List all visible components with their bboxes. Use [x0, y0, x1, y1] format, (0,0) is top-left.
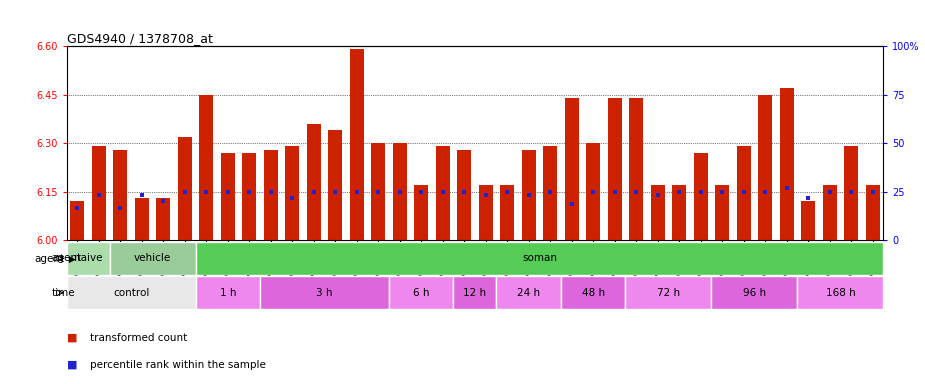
Bar [328, 130, 342, 240]
Bar [822, 185, 836, 240]
Text: 48 h: 48 h [582, 288, 605, 298]
Bar [436, 146, 450, 240]
Bar [522, 149, 536, 240]
Text: 12 h: 12 h [463, 288, 487, 298]
Text: vehicle: vehicle [134, 253, 171, 263]
Bar [625, 276, 711, 309]
Bar [457, 149, 471, 240]
Text: control: control [113, 288, 149, 298]
Bar [264, 149, 278, 240]
Bar [221, 153, 235, 240]
Text: 1 h: 1 h [219, 288, 236, 298]
Bar [497, 276, 561, 309]
Bar [672, 185, 686, 240]
Text: GDS4940 / 1378708_at: GDS4940 / 1378708_at [67, 32, 213, 45]
Text: soman: soman [522, 253, 557, 263]
Bar [114, 149, 128, 240]
Bar [586, 143, 600, 240]
Bar [479, 185, 493, 240]
Text: 96 h: 96 h [743, 288, 766, 298]
Text: 72 h: 72 h [657, 288, 680, 298]
Bar [845, 146, 858, 240]
Text: agent: agent [52, 253, 81, 263]
Bar [629, 98, 643, 240]
Bar [866, 185, 880, 240]
Bar [715, 185, 729, 240]
Bar [371, 143, 385, 240]
Text: agent: agent [34, 254, 65, 264]
Bar [156, 198, 170, 240]
Bar [67, 242, 109, 275]
Bar [67, 276, 195, 309]
Bar [389, 276, 453, 309]
Bar [543, 146, 557, 240]
Text: ■: ■ [67, 333, 77, 343]
Text: 6 h: 6 h [413, 288, 429, 298]
Bar [801, 201, 815, 240]
Text: 3 h: 3 h [316, 288, 333, 298]
Bar [414, 185, 428, 240]
Bar [694, 153, 708, 240]
Bar [195, 276, 260, 309]
Bar [650, 185, 665, 240]
Bar [350, 49, 364, 240]
Text: 24 h: 24 h [517, 288, 540, 298]
Bar [797, 276, 883, 309]
Bar [565, 98, 579, 240]
Text: 168 h: 168 h [825, 288, 856, 298]
Bar [109, 242, 195, 275]
Bar [307, 124, 321, 240]
Bar [195, 242, 883, 275]
Bar [260, 276, 389, 309]
Text: time: time [52, 288, 75, 298]
Text: ■: ■ [67, 360, 77, 370]
Bar [178, 137, 191, 240]
Text: naive: naive [74, 253, 103, 263]
Bar [453, 276, 497, 309]
Text: transformed count: transformed count [90, 333, 187, 343]
Text: percentile rank within the sample: percentile rank within the sample [90, 360, 265, 370]
Bar [242, 153, 256, 240]
Bar [393, 143, 407, 240]
Bar [135, 198, 149, 240]
Text: ▶: ▶ [66, 255, 76, 264]
Bar [92, 146, 105, 240]
Bar [500, 185, 514, 240]
Bar [758, 94, 772, 240]
Bar [199, 94, 214, 240]
Bar [561, 276, 625, 309]
Bar [608, 98, 622, 240]
Bar [780, 88, 794, 240]
Bar [736, 146, 751, 240]
Bar [711, 276, 797, 309]
Bar [70, 201, 84, 240]
Bar [285, 146, 300, 240]
